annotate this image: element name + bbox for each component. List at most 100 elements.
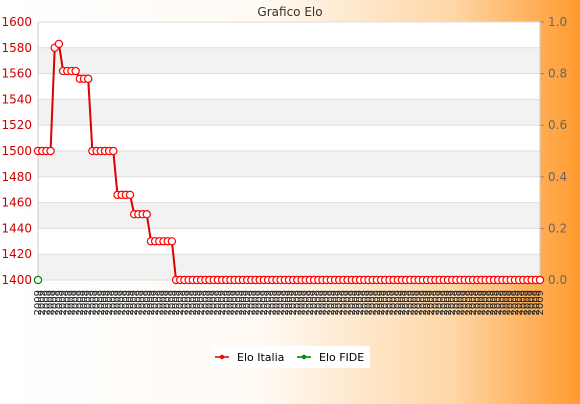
data-point [71,66,80,76]
x-tick-label: 2009 [159,290,170,315]
x-tick-label: 2009 [493,290,504,315]
x-tick-label: 2009 [389,290,400,315]
x-tick-label: 2009 [175,290,186,315]
right-tick-label: 0.0 [548,273,567,287]
x-tick-label: 2009 [363,290,374,315]
x-tick-label: 2009 [192,290,203,315]
data-point [46,146,55,156]
x-tick-label: 2009 [393,290,404,315]
x-tick-label: 2009 [150,290,161,315]
grid-lines [38,21,540,281]
left-tick-label: 1460 [1,196,32,210]
x-tick-label: 2009 [276,290,287,315]
left-tick-label: 1400 [1,273,32,287]
x-tick-label: 2009 [71,290,82,315]
x-tick-label: 2009 [422,290,433,315]
x-tick-label: 2009 [397,290,408,315]
x-tick-label: 2009 [326,290,337,315]
x-tick-label: 2009 [83,290,94,315]
x-tick-label: 2009 [338,290,349,315]
left-tick-label: 1420 [1,247,32,261]
x-tick-label: 2009 [196,290,207,315]
x-tick-label: 2009 [121,290,132,315]
right-tick-label: 0.6 [548,118,567,132]
x-tick-label: 2009 [292,290,303,315]
x-tick-label: 2009 [489,290,500,315]
data-point [33,275,43,285]
right-axis-ticks: 0.0 0.2 0.4 0.6 0.8 1.0 [540,15,567,287]
x-tick-label: 2009 [92,290,103,315]
left-axis-ticks: 1400 1420 1440 1460 1480 1500 1520 1540 1560 1580… [1,15,32,287]
x-tick-label: 2009 [359,290,370,315]
legend-label: Elo Italia [237,351,284,364]
x-tick-label: 2009 [138,290,149,315]
x-tick-label: 2009 [184,290,195,315]
x-tick-label: 2009 [472,290,483,315]
left-tick-label: 1480 [1,170,32,184]
grid-bands [38,47,540,280]
x-tick-label: 2009 [468,290,479,315]
x-tick-label: 2009 [418,290,429,315]
x-tick-label: 2009 [62,290,73,315]
x-tick-label: 2009 [142,290,153,315]
x-tick-label: 2009 [225,290,236,315]
legend-box [210,346,370,368]
x-tick-label: 2009 [209,290,220,315]
x-tick-label: 2009 [108,290,119,315]
x-axis-ticks: 2009200920092009200920092009200920092009… [33,290,546,315]
x-tick-label: 2009 [100,290,111,315]
x-tick-label: 2009 [259,290,270,315]
series-markers [33,39,545,285]
x-tick-label: 2009 [133,290,144,315]
x-tick-label: 2009 [380,290,391,315]
x-tick-label: 2009 [334,290,345,315]
grid-band [38,151,540,177]
x-tick-label: 2009 [430,290,441,315]
right-tick-label: 0.8 [548,67,567,81]
x-tick-label: 2009 [163,290,174,315]
x-tick-label: 2009 [171,290,182,315]
x-tick-label: 2009 [460,290,471,315]
x-tick-label: 2009 [213,290,224,315]
x-tick-label: 2009 [146,290,157,315]
x-tick-label: 2009 [154,290,165,315]
left-tick-label: 1600 [1,15,32,29]
x-tick-label: 2009 [451,290,462,315]
x-tick-label: 2009 [301,290,312,315]
grid-band [38,99,540,126]
x-tick-label: 2009 [322,290,333,315]
x-tick-label: 2009 [205,290,216,315]
x-tick-label: 2009 [481,290,492,315]
x-tick-label: 2009 [497,290,508,315]
x-tick-label: 2009 [41,290,52,315]
right-tick-label: 0.4 [548,170,567,184]
legend-marker [219,354,225,360]
x-tick-label: 2009 [46,290,57,315]
x-tick-label: 2009 [476,290,487,315]
x-tick-label: 2009 [288,290,299,315]
x-tick-label: 2009 [443,290,454,315]
x-tick-label: 2009 [188,290,199,315]
left-tick-label: 1560 [1,67,32,81]
x-tick-label: 2009 [368,290,379,315]
legend: Elo Italia Elo FIDE [210,346,370,368]
x-tick-label: 2009 [410,290,421,315]
data-point [125,190,135,200]
x-tick-label: 2009 [522,290,533,315]
grid-band [38,254,540,280]
x-tick-label: 2009 [125,290,136,315]
x-tick-label: 2009 [384,290,395,315]
x-tick-label: 2009 [518,290,529,315]
x-tick-label: 2009 [401,290,412,315]
x-tick-label: 2009 [167,290,178,315]
legend-label: Elo FIDE [319,351,364,364]
x-tick-label: 2009 [230,290,241,315]
left-tick-label: 1440 [1,221,32,235]
x-tick-label: 2009 [514,290,525,315]
x-tick-label: 2009 [54,290,65,315]
x-tick-label: 2009 [506,290,517,315]
x-tick-label: 2009 [87,290,98,315]
x-tick-label: 2009 [456,290,467,315]
x-tick-label: 2009 [372,290,383,315]
